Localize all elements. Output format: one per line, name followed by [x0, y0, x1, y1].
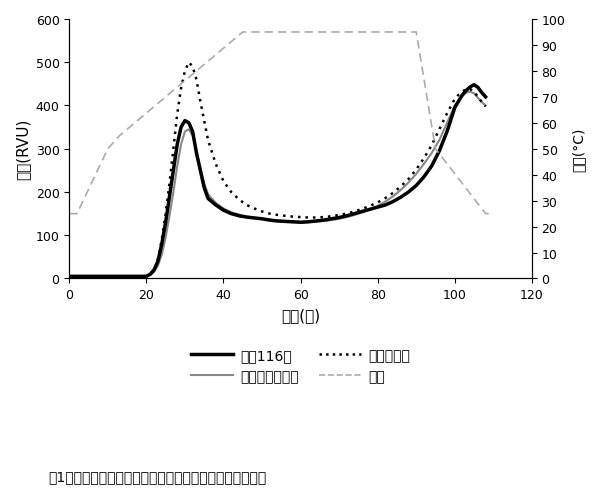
Legend: 関東116号, コガネセンガン, ベニアズマ, 温度: 関東116号, コガネセンガン, ベニアズマ, 温度 [186, 343, 415, 389]
Text: 図1　ラピッドビスコアナライザーによる濃粉の糊化特性: 図1 ラピッドビスコアナライザーによる濃粉の糊化特性 [48, 469, 266, 483]
X-axis label: 時間(分): 時間(分) [281, 307, 320, 322]
Y-axis label: 温度(°C): 温度(°C) [571, 127, 585, 172]
Y-axis label: 粘度(RVU): 粘度(RVU) [15, 119, 30, 180]
